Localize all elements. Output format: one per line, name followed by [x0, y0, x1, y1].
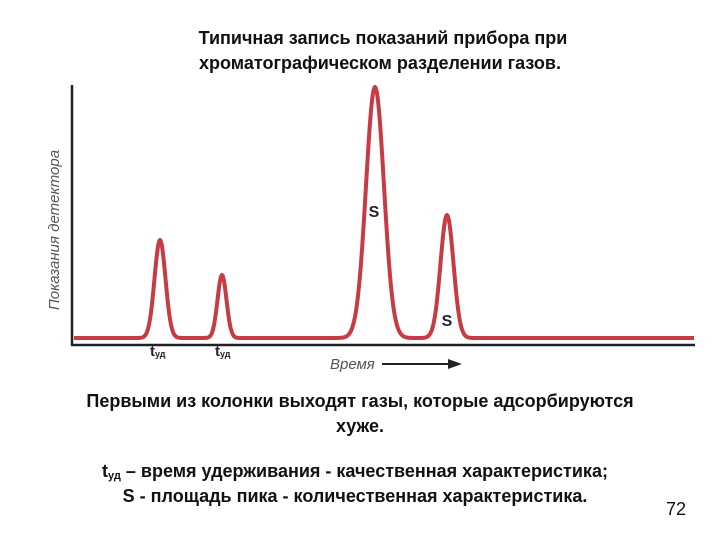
subscript: уд	[220, 349, 231, 359]
note-line: хуже.	[336, 416, 384, 436]
definition-text: – время удерживания - качественная харак…	[121, 461, 608, 481]
x-axis-label: Время	[330, 356, 375, 373]
definition: S - площадь пика - количественная характ…	[123, 486, 588, 506]
symbol: t	[150, 343, 155, 360]
subscript: уд	[155, 349, 166, 359]
retention-label: tуд	[215, 343, 231, 360]
page-number: 72	[666, 499, 686, 519]
definition: tуд – время удерживания - качественная х…	[102, 461, 608, 482]
y-axis-label: Показания детектора	[46, 150, 63, 310]
chromatogram-trace	[73, 85, 695, 340]
area-label: S	[369, 204, 380, 221]
retention-label: tуд	[150, 343, 166, 360]
area-label: S	[442, 313, 453, 330]
symbol: t	[215, 343, 220, 360]
title-line: Типичная запись показаний прибора при	[199, 28, 568, 48]
note-line: Первыми из колонки выходят газы, которые…	[86, 391, 633, 411]
subscript: уд	[108, 470, 121, 482]
arrow-head	[448, 359, 462, 369]
symbol: t	[102, 461, 108, 481]
title-line: хроматографическом разделении газов.	[199, 53, 561, 73]
